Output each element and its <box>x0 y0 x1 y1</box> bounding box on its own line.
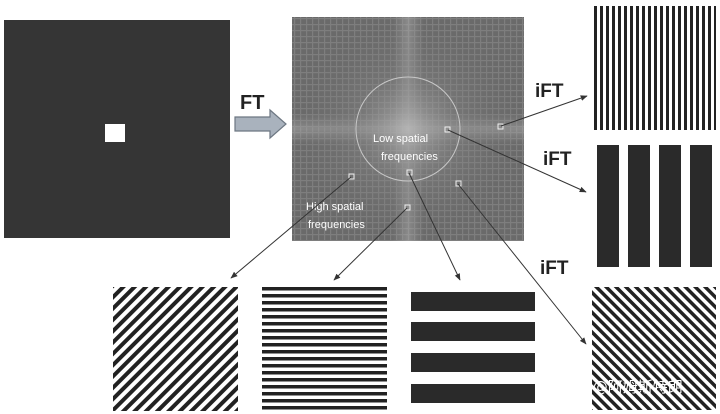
low-frequency-label-1: Low spatial <box>373 133 428 145</box>
ift-label-1: iFT <box>535 81 564 102</box>
arrow-to-vertical-thick <box>447 129 587 193</box>
ift-label-3: iFT <box>540 258 569 279</box>
marker-square <box>404 204 411 211</box>
marker-square <box>444 126 451 133</box>
arrow-to-horizontal-thick <box>408 172 461 281</box>
marker-square <box>497 123 504 130</box>
frequency-spectrum: Low spatial frequencies High spatial fre… <box>292 17 524 241</box>
pattern-horizontal-thin <box>262 287 387 411</box>
arrow-to-diagonal-right <box>457 183 587 345</box>
arrow-to-vertical-thin <box>500 95 588 127</box>
marker-square <box>348 173 355 180</box>
arrow-to-horizontal-thin <box>333 207 408 281</box>
ift-label-2: iFT <box>543 149 572 170</box>
low-frequency-circle <box>355 76 461 182</box>
spatial-white-square <box>105 124 125 142</box>
ft-label: FT <box>240 92 264 114</box>
watermark: 知乎 @阿姆斯特朗 <box>558 378 683 396</box>
high-frequency-label-2: frequencies <box>308 219 365 231</box>
marker-square <box>455 180 462 187</box>
pattern-vertical-thin <box>594 6 716 130</box>
pattern-diagonal-left <box>113 287 238 411</box>
arrow-to-diagonal-left <box>230 176 352 279</box>
ft-arrow <box>234 108 287 140</box>
low-frequency-label-2: frequencies <box>381 151 438 163</box>
high-frequency-label-1: High spatial <box>306 201 363 213</box>
pattern-horizontal-thick <box>411 292 535 403</box>
pattern-diagonal-right <box>592 287 716 410</box>
pattern-vertical-thick <box>597 145 712 267</box>
